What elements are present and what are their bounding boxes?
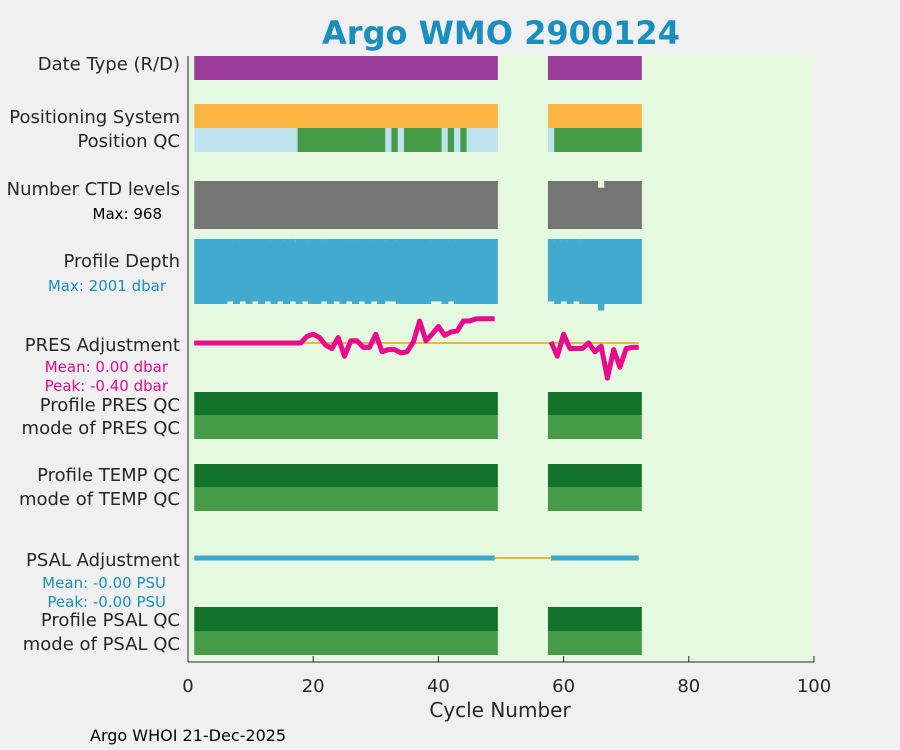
psal-mean-note: Mean: -0.00 PSU <box>42 574 166 592</box>
mode-pres-qc-bar-0 <box>194 415 498 439</box>
label-profile-pres-qc: Profile PRES QC <box>40 395 180 416</box>
profile-depth-deep-cycle-18 <box>598 239 605 311</box>
profile-depth-fill-3 <box>264 239 271 304</box>
position-qc-bar-2 <box>297 128 386 152</box>
label-psal-adjustment: PSAL Adjustment <box>26 550 180 571</box>
profile-depth-fill-9 <box>346 239 353 304</box>
profile-depth-fill-6 <box>302 239 309 304</box>
profile-depth-fill-7 <box>321 239 327 304</box>
label-ctd-levels: Number CTD levels <box>7 179 180 200</box>
mode-psal-qc-bar-0 <box>194 631 498 655</box>
profile-depth-short-cycle-7 <box>321 301 327 304</box>
ctd-levels-short-cycle-0 <box>598 181 605 188</box>
profile-depth-short-cycle-16 <box>561 301 567 304</box>
position-qc-bar-4 <box>403 128 442 152</box>
positioning-system-bar-1 <box>547 104 642 128</box>
profile-depth-fill-5 <box>290 239 296 304</box>
x-axis: 0 20 40 60 80 100 <box>182 56 831 697</box>
label-positioning-system: Positioning System <box>9 107 180 128</box>
profile-depth-short-cycle-5 <box>290 301 296 304</box>
mode-temp-qc-bar-0 <box>194 487 498 511</box>
profile-depth-short-cycle-15 <box>547 301 555 304</box>
date-type-bar-0 <box>194 56 498 80</box>
profile-depth-short-cycle-1 <box>239 301 246 304</box>
profile-temp-qc-bar-0 <box>194 464 498 487</box>
profile-depth-short-cycle-11 <box>371 301 378 304</box>
label-profile-depth: Profile Depth <box>63 251 180 272</box>
mode-temp-qc-bar-1 <box>547 487 642 511</box>
position-qc-bar-3 <box>391 128 398 152</box>
profile-pres-qc-bar-0 <box>194 392 498 415</box>
profile-depth-short-cycle-17 <box>573 301 580 304</box>
positioning-system-bar-0 <box>194 104 498 128</box>
profile-depth-fill-17 <box>573 239 580 304</box>
pres-adjustment-series-0 <box>194 316 495 359</box>
footer-credit: Argo WHOI 21-Dec-2025 <box>90 726 286 745</box>
profile-depth-short-cycle-0 <box>227 301 234 304</box>
profile-depth-short-cycle-9 <box>346 301 353 304</box>
profile-depth-fill-2 <box>252 239 259 304</box>
x-axis-label: Cycle Number <box>429 698 571 722</box>
pres-adjustment-series-1 <box>548 331 639 381</box>
label-mode-psal-qc: mode of PSAL QC <box>23 634 180 655</box>
mode-psal-qc-bar-1 <box>547 631 642 655</box>
label-pres-adjustment: PRES Adjustment <box>25 335 180 356</box>
profile-psal-qc-bar-1 <box>547 607 642 631</box>
ctd-levels-bar-1 <box>547 181 642 229</box>
pres-peak-note: Peak: -0.40 dbar <box>45 377 169 395</box>
profile-depth-fill-13 <box>430 239 442 304</box>
position-qc-bar-7 <box>554 128 642 152</box>
profile-depth-fill-16 <box>561 239 567 304</box>
x-tick-label-20: 20 <box>302 676 325 697</box>
label-mode-temp-qc: mode of TEMP QC <box>19 489 180 510</box>
chart-marks <box>194 56 642 655</box>
label-profile-psal-qc: Profile PSAL QC <box>41 610 180 631</box>
profile-depth-short-cycle-12 <box>385 301 396 304</box>
label-profile-temp-qc: Profile TEMP QC <box>37 465 180 486</box>
profile-depth-fill-10 <box>358 239 365 304</box>
mode-pres-qc-bar-1 <box>547 415 642 439</box>
chart-title: Argo WMO 2900124 <box>322 14 680 52</box>
profile-depth-fill-1 <box>239 239 246 304</box>
x-tick-label-80: 80 <box>677 676 700 697</box>
profile-depth-short-cycle-6 <box>302 301 309 304</box>
x-tick-label-40: 40 <box>427 676 450 697</box>
date-type-bar-1 <box>547 56 642 80</box>
profile-pres-qc-bar-1 <box>547 392 642 415</box>
profile-depth-fill-0 <box>227 239 234 304</box>
x-tick-label-0: 0 <box>182 676 193 697</box>
label-position-qc: Position QC <box>77 131 180 152</box>
profile-depth-fill-15 <box>547 239 555 304</box>
profile-temp-qc-bar-1 <box>547 464 642 487</box>
position-qc-bar-6 <box>460 128 467 152</box>
ctd-max-note: Max: 968 <box>93 205 162 223</box>
profile-depth-fill-4 <box>277 239 284 304</box>
profile-depth-fill-14 <box>448 239 455 304</box>
profile-depth-fill-8 <box>333 239 340 304</box>
plot-area <box>188 56 814 662</box>
depth-max-note: Max: 2001 dbar <box>48 277 167 295</box>
label-date-type: Date Type (R/D) <box>38 54 180 75</box>
profile-depth-fill-11 <box>371 239 378 304</box>
profile-depth-fill-12 <box>385 239 396 304</box>
profile-depth-short-cycle-14 <box>448 301 455 304</box>
profile-depth-short-cycle-2 <box>252 301 259 304</box>
x-tick-label-60: 60 <box>552 676 575 697</box>
profile-depth-short-cycle-13 <box>430 301 442 304</box>
psal-peak-note: Peak: -0.00 PSU <box>47 593 166 611</box>
position-qc-bar-5 <box>447 128 455 152</box>
ctd-levels-bar-0 <box>194 181 498 229</box>
pres-mean-note: Mean: 0.00 dbar <box>45 358 169 376</box>
label-mode-pres-qc: mode of PRES QC <box>22 418 180 439</box>
profile-depth-short-cycle-3 <box>264 301 271 304</box>
profile-depth-short-cycle-10 <box>358 301 365 304</box>
profile-psal-qc-bar-0 <box>194 607 498 631</box>
profile-depth-short-cycle-8 <box>333 301 340 304</box>
profile-depth-short-cycle-4 <box>277 301 284 304</box>
x-tick-label-100: 100 <box>797 676 831 697</box>
